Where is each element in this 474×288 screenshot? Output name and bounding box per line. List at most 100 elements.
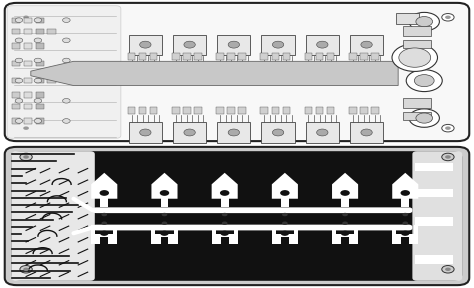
Circle shape [15,98,23,103]
Circle shape [20,124,32,132]
Circle shape [140,129,151,136]
Bar [24,118,32,124]
Bar [316,53,323,60]
Bar [139,53,146,60]
Bar [227,107,235,114]
Circle shape [15,78,23,83]
Circle shape [34,78,42,83]
Circle shape [228,129,239,136]
FancyBboxPatch shape [5,3,469,141]
Circle shape [23,126,29,130]
Bar [238,107,246,114]
Bar [227,53,235,60]
Bar [161,196,168,207]
Bar [262,35,295,55]
Bar [262,122,295,143]
FancyBboxPatch shape [412,151,462,281]
Circle shape [100,231,109,236]
Circle shape [445,268,451,271]
FancyBboxPatch shape [12,151,95,281]
Circle shape [342,221,348,225]
Bar [12,18,20,23]
Bar [283,107,290,114]
Circle shape [34,98,42,103]
Bar [24,61,32,66]
Bar [12,92,20,98]
Circle shape [20,153,32,161]
Bar [371,107,379,114]
Bar [24,43,32,49]
Bar [283,53,290,60]
Circle shape [15,119,23,123]
Bar [172,107,180,114]
Circle shape [20,266,32,273]
Bar [261,53,268,60]
Polygon shape [332,173,358,199]
Bar [194,53,202,60]
Circle shape [442,14,454,21]
Bar [306,122,339,143]
Bar [272,53,279,60]
Circle shape [416,16,433,27]
Bar [47,78,56,83]
Bar [36,61,44,66]
Circle shape [34,38,42,43]
Circle shape [23,155,29,159]
Bar [172,53,180,60]
Circle shape [34,58,42,63]
Circle shape [101,221,107,225]
Bar [350,35,383,55]
Circle shape [220,231,229,236]
FancyBboxPatch shape [92,207,412,213]
Polygon shape [211,225,237,244]
Circle shape [162,221,167,225]
Bar [139,107,146,114]
Bar [401,196,409,207]
Circle shape [63,18,70,22]
Bar [36,118,44,124]
Bar [12,61,20,66]
Circle shape [361,129,372,136]
Circle shape [222,213,228,216]
Bar [327,53,334,60]
Bar [128,53,136,60]
Polygon shape [332,225,358,244]
Polygon shape [272,225,298,244]
Circle shape [228,41,239,48]
Bar [238,53,246,60]
Circle shape [15,18,23,22]
Circle shape [445,16,451,19]
Circle shape [63,58,70,63]
Circle shape [414,75,434,87]
Circle shape [341,231,349,236]
Circle shape [101,213,107,216]
Bar [24,18,32,23]
Bar [349,107,356,114]
Bar [36,104,44,109]
Bar [24,78,32,83]
Bar [350,122,383,143]
Circle shape [34,119,42,123]
Bar [396,13,419,24]
Bar [128,107,136,114]
Circle shape [406,70,442,92]
Circle shape [282,221,288,225]
Circle shape [445,126,451,130]
FancyBboxPatch shape [12,151,462,281]
Circle shape [184,41,195,48]
Bar [415,189,453,197]
Bar [316,107,323,114]
Bar [36,92,44,98]
Bar [305,53,312,60]
Bar [173,122,206,143]
Circle shape [63,98,70,103]
Bar [24,92,32,98]
Bar [360,107,367,114]
Bar [150,53,157,60]
Circle shape [392,44,438,71]
FancyBboxPatch shape [92,225,412,230]
FancyBboxPatch shape [7,6,121,138]
Circle shape [160,190,169,196]
Bar [24,29,32,34]
Circle shape [273,129,284,136]
